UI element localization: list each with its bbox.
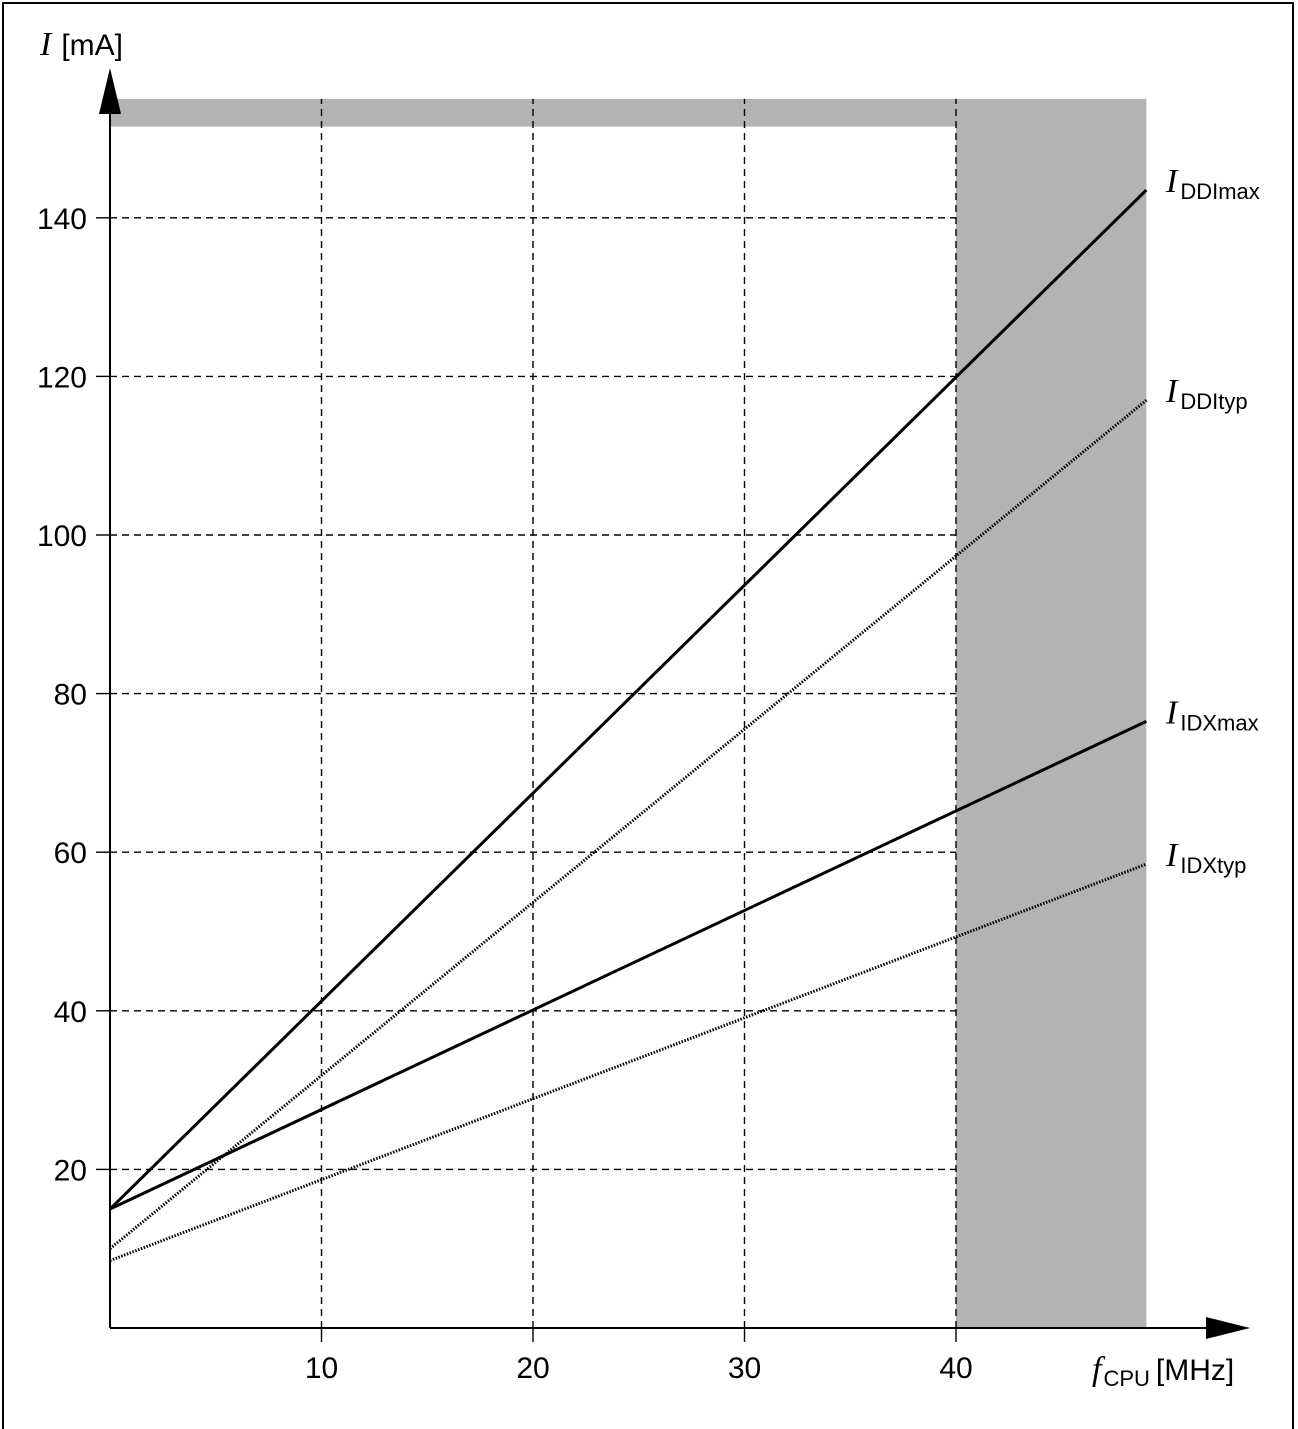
y-tick-label: 80 [54,679,87,712]
series-label-IDDItyp: I DDItyp [1165,373,1248,414]
series-label-IDDImax: I DDImax [1165,163,1260,204]
x-tick-label: 30 [728,1352,761,1385]
series-label-IDXtyp: I IDXtyp [1165,837,1246,878]
grid-layer [110,98,957,1328]
x-axis-arrow [1206,1317,1250,1339]
y-tick-label: 40 [54,996,87,1029]
y-tick-label: 140 [37,203,87,236]
y-tick-label: 60 [54,837,87,870]
x-tick-label: 20 [516,1352,549,1385]
series-line-IDDItyp [109,399,1148,1250]
x-tick-label: 10 [305,1352,338,1385]
x-axis-label: fCPU [MHz] [1092,1351,1234,1391]
label-layer: 10 20 30 40 20 40 60 80 100 120 140 I DDImax I DDItyp I… [37,26,1260,1391]
series-line-IDXmax [109,719,1147,1211]
shade-layer [110,98,1147,1329]
series-line-IDXtyp [109,862,1147,1262]
x-tick-label: 40 [939,1352,972,1385]
y-axis-arrow [99,68,121,114]
y-axis-label: I [mA] [39,26,123,63]
y-tick-label: 20 [54,1154,87,1187]
series-label-IDXmax: I IDXmax [1165,694,1259,735]
axes-layer [96,68,1250,1342]
y-tick-label: 100 [37,520,87,553]
series-line-IDDImax [108,188,1148,1211]
shaded-region-0 [956,98,1147,1329]
series-layer [108,188,1148,1262]
y-tick-label: 120 [37,361,87,394]
